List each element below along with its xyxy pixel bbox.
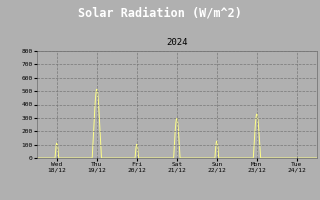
Text: Solar Radiation (W/m^2): Solar Radiation (W/m^2) (78, 6, 242, 19)
Text: 2024: 2024 (166, 38, 188, 47)
